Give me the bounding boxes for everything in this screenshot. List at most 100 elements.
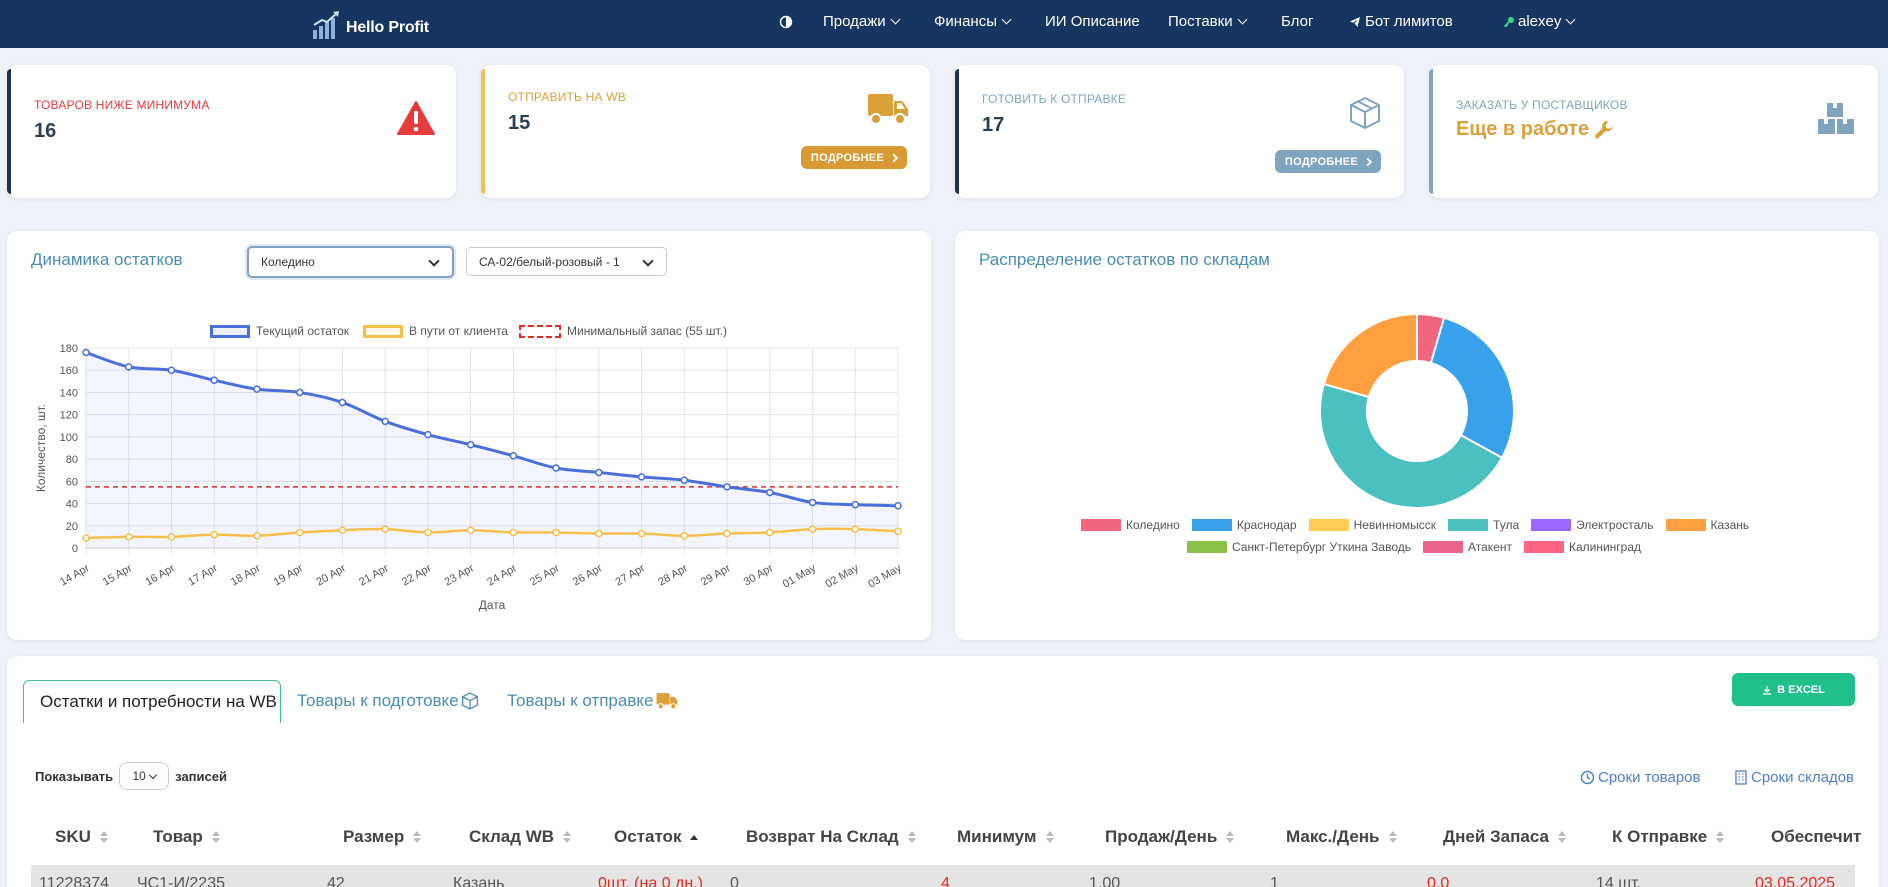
donut-slice[interactable] (1319, 382, 1504, 509)
in-transit-point[interactable] (637, 529, 646, 538)
current-stock-point[interactable] (167, 366, 176, 374)
donut-legend-item[interactable]: Калининград (1523, 540, 1641, 554)
column-header[interactable]: Товар (153, 827, 220, 847)
sort-icon (1226, 830, 1235, 844)
donut-legend-item[interactable]: Краснодар (1191, 518, 1297, 532)
legend-label: Казань (1710, 518, 1750, 532)
product-select[interactable]: СА-02/белый-розовый - 1 (466, 247, 667, 276)
current-stock-point[interactable] (424, 430, 432, 439)
column-header[interactable]: Продаж/День (1105, 827, 1235, 847)
details-button[interactable]: ПОДРОБНЕЕ (801, 146, 907, 169)
nav-supplies[interactable]: Поставки (1168, 13, 1248, 30)
donut-slice[interactable] (1429, 316, 1515, 460)
current-stock-point[interactable] (894, 502, 902, 510)
product-terms-link[interactable]: Сроки товаров (1580, 769, 1700, 786)
donut-legend-item[interactable]: Казань (1665, 518, 1750, 532)
in-transit-point[interactable] (124, 533, 133, 541)
current-stock-point[interactable] (552, 464, 560, 472)
donut-legend-item[interactable]: Санкт-Петербург Уткина Заводь (1187, 540, 1411, 554)
column-header[interactable]: Минимум (957, 827, 1054, 847)
current-stock-point[interactable] (124, 363, 133, 371)
in-transit-point[interactable] (253, 532, 261, 540)
warehouse-terms-link[interactable]: Сроки складов (1734, 769, 1854, 786)
legend-in-transit[interactable]: В пути от клиента (363, 324, 508, 338)
nav-sales[interactable]: Продажи (823, 13, 901, 30)
column-header[interactable]: Размер (343, 827, 422, 847)
column-header[interactable]: Обеспечит (1771, 827, 1861, 847)
in-transit-point[interactable] (595, 529, 603, 538)
in-transit-point[interactable] (167, 533, 176, 541)
stat-title: Товаров ниже минимума (34, 98, 210, 112)
in-transit-point[interactable] (82, 534, 90, 542)
current-stock-point[interactable] (509, 452, 518, 460)
column-header-label: Дней Запаса (1443, 827, 1549, 846)
tab-stock-needs[interactable]: Остатки и потребности на WB (23, 680, 281, 723)
nav-ai-description[interactable]: ИИ Описание (1045, 13, 1140, 30)
in-transit-point[interactable] (680, 532, 689, 540)
column-header-label: Склад WB (469, 827, 555, 846)
column-header[interactable]: Макс./День (1286, 827, 1397, 847)
column-header[interactable]: SKU (55, 827, 108, 847)
in-transit-point[interactable] (552, 528, 560, 537)
in-transit-point[interactable] (466, 526, 475, 534)
in-transit-point[interactable] (338, 526, 347, 534)
nav-limits-bot[interactable]: Бот лимитов (1349, 13, 1453, 30)
donut-legend-item[interactable]: Коледино (1081, 518, 1180, 532)
current-stock-point[interactable] (253, 385, 261, 393)
legend-current-stock[interactable]: Текущий остаток (210, 324, 349, 338)
donut-legend-item[interactable]: Электросталь (1531, 518, 1654, 532)
in-transit-point[interactable] (723, 529, 731, 538)
table-cell: 0.0 (1427, 875, 1450, 887)
current-stock-point[interactable] (851, 500, 860, 509)
current-stock-point[interactable] (637, 473, 646, 481)
tab-label: Товары к отправке (507, 691, 654, 710)
in-transit-point[interactable] (210, 530, 218, 539)
export-excel-button[interactable]: В EXCEL (1732, 673, 1855, 706)
current-stock-point[interactable] (381, 417, 389, 426)
column-header[interactable]: Возврат На Склад (746, 827, 916, 847)
legend-label: Атакент (1467, 540, 1512, 554)
column-header[interactable]: Дней Запаса (1443, 827, 1566, 847)
current-stock-point[interactable] (595, 468, 603, 477)
nav-finance[interactable]: Финансы (934, 13, 1012, 30)
column-header[interactable]: Остаток (614, 827, 699, 847)
table-row[interactable] (31, 865, 1855, 887)
x-tick-label: 14 Apr (58, 562, 92, 588)
donut-slice[interactable] (1322, 312, 1418, 399)
current-stock-point[interactable] (723, 483, 731, 491)
current-stock-point[interactable] (82, 348, 90, 357)
current-stock-point[interactable] (295, 388, 304, 397)
current-stock-point[interactable] (338, 398, 347, 407)
in-transit-point[interactable] (894, 527, 902, 536)
in-transit-point[interactable] (509, 528, 518, 537)
current-stock-point[interactable] (210, 376, 218, 384)
current-stock-point[interactable] (808, 498, 817, 507)
donut-legend-item[interactable]: Атакент (1422, 540, 1512, 554)
current-stock-point[interactable] (466, 440, 475, 449)
current-stock-point[interactable] (680, 476, 689, 484)
page-size-select[interactable]: 10 (119, 762, 170, 790)
legend-swatch (1448, 519, 1489, 531)
x-tick-label: 23 Apr (443, 562, 477, 588)
in-transit-point[interactable] (851, 525, 860, 533)
details-button[interactable]: ПОДРОБНЕЕ (1275, 150, 1381, 173)
box-icon (1350, 97, 1380, 129)
legend-min-stock[interactable]: Минимальный запас (55 шт.) (519, 324, 727, 338)
column-header[interactable]: Склад WB (469, 827, 572, 847)
warehouse-select[interactable]: Коледино (247, 246, 454, 278)
tab-to-prepare[interactable]: Товары к подготовке (297, 691, 479, 711)
tab-to-ship[interactable]: Товары к отправке (507, 691, 678, 711)
nav-blog[interactable]: Блог (1281, 13, 1313, 30)
donut-legend-item[interactable]: Невинномысск (1308, 518, 1436, 532)
nav-user-menu[interactable]: alexey (1503, 13, 1576, 30)
in-transit-point[interactable] (766, 528, 774, 537)
in-transit-point[interactable] (424, 528, 432, 537)
in-transit-point[interactable] (808, 525, 817, 533)
logo[interactable]: Hello Profit (312, 6, 429, 40)
in-transit-point[interactable] (381, 525, 389, 533)
current-stock-point[interactable] (766, 488, 774, 497)
in-transit-point[interactable] (295, 528, 304, 537)
theme-icon[interactable] (779, 15, 793, 29)
column-header[interactable]: К Отправке (1612, 827, 1725, 847)
donut-legend-item[interactable]: Тула (1448, 518, 1519, 532)
